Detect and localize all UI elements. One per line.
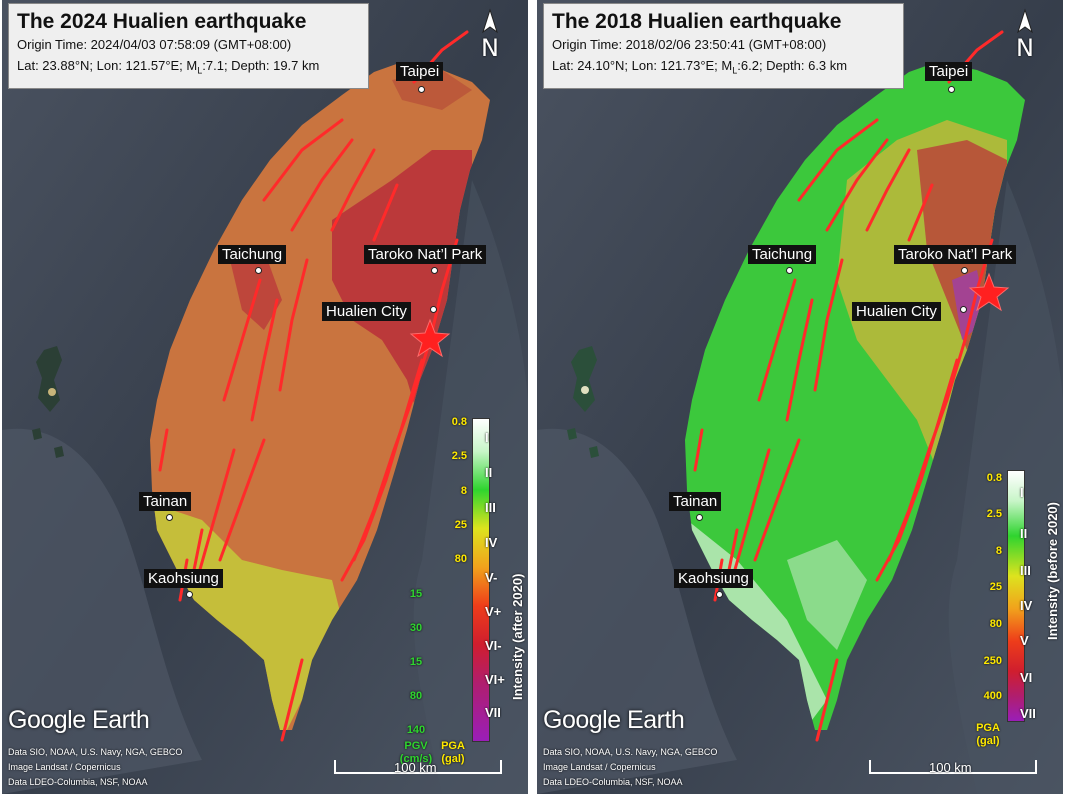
intensity-tick-1: II [1020,526,1028,541]
origin-time: Origin Time: 2018/02/06 23:50:41 (GMT+08… [552,37,827,52]
city-label-taichung: Taichung [218,245,287,264]
location-line: Lat: 23.88°N; Lon: 121.57°E; ML:7.1; Dep… [17,58,320,76]
panel-title: The 2018 Hualien earthquake [552,10,842,33]
pga-tick-1: 2.5 [451,450,467,462]
pga-tick-3: 25 [454,519,467,531]
pgv-unit: PGV (cm/s) [399,740,433,765]
data-credits: Data SIO, NOAA, U.S. Navy, NGA, GEBCO Im… [543,747,718,787]
city-marker-hualien [430,306,437,313]
google-earth-logo: Google Earth [543,706,685,734]
intensity-tick-2: III [1020,563,1031,578]
city-label-tainan: Tainan [139,492,192,511]
panel-title: The 2024 Hualien earthquake [17,10,307,33]
city-marker-tainan [696,514,703,521]
city-marker-kaohsiung [716,591,723,598]
penghu-islands [567,346,599,458]
intensity-tick-7: VI+ [485,672,505,687]
pga-tick-0: 0.8 [451,416,467,428]
map-2024 [2,0,528,794]
city-label-taroko: Taroko Nat’l Park [894,245,1017,264]
pga-tick-2: 8 [460,485,467,497]
intensity-tick-1: II [485,465,493,480]
city-marker-tainan [166,514,173,521]
north-arrow-icon [482,8,498,34]
intensity-tick-2: III [485,500,496,515]
epicenter-star [409,318,451,358]
map-2018 [537,0,1063,794]
city-marker-taichung [255,267,262,274]
north-label: N [481,34,499,62]
intensity-colorbar [472,418,490,742]
intensity-tick-5: V+ [485,604,502,619]
scale-label: 100 km [394,760,437,775]
epicenter-star [968,272,1010,312]
pga-tick-2: 8 [995,545,1002,557]
pga-tick-5: 250 [983,655,1002,667]
pga-tick-4: 80 [454,553,467,565]
pga-unit: PGA (gal) [441,740,465,765]
pgv-tick-4: 140 [406,724,426,736]
city-marker-hualien [960,306,967,313]
pga-tick-6: 400 [983,690,1002,702]
pga-tick-4: 80 [989,618,1002,630]
north-arrow: N [470,8,510,64]
intensity-tick-3: IV [485,535,498,550]
pga-unit: PGA (gal) [976,722,1000,747]
intensity-tick-8: VII [485,705,501,720]
city-label-taroko: Taroko Nat’l Park [364,245,487,264]
pga-tick-1: 2.5 [986,508,1002,520]
city-marker-kaohsiung [186,591,193,598]
city-marker-taroko [431,267,438,274]
city-label-taichung: Taichung [748,245,817,264]
city-label-taipei: Taipei [396,62,444,81]
city-label-kaohsiung: Kaohsiung [144,569,223,588]
scale-label: 100 km [929,760,972,775]
intensity-tick-5: VI [1020,670,1033,685]
data-credits: Data SIO, NOAA, U.S. Navy, NGA, GEBCO Im… [8,747,183,787]
pgv-tick-3: 80 [409,690,423,702]
scale-bar [334,760,502,774]
map-panel-2018: The 2018 Hualien earthquake Origin Time:… [537,0,1063,794]
scale-bar [869,760,1037,774]
pgv-tick-0: 15 [409,588,423,600]
intensity-tick-6: VII [1020,706,1036,721]
fault-lines [158,30,469,742]
city-label-hualien: Hualien City [322,302,411,321]
colorbar-title: Intensity (before 2020) [1045,502,1060,640]
intensity-tick-3: IV [1020,598,1033,613]
city-label-kaohsiung: Kaohsiung [674,569,753,588]
city-label-tainan: Tainan [669,492,722,511]
intensity-tick-0: I [1020,485,1024,500]
info-box: The 2024 Hualien earthquake Origin Time:… [8,3,369,89]
pga-tick-0: 0.8 [986,472,1002,484]
north-arrow: N [1005,8,1045,64]
intensity-tick-0: I [485,430,489,445]
fault-lines [693,30,1004,742]
city-marker-taipei [948,86,955,93]
intensity-tick-4: V [1020,633,1029,648]
location-line: Lat: 24.10°N; Lon: 121.73°E; ML:6.2; Dep… [552,58,848,76]
city-marker-taipei [418,86,425,93]
penghu-islands [32,346,64,458]
pgv-tick-2: 15 [409,656,423,668]
city-label-hualien: Hualien City [852,302,941,321]
intensity-tick-6: VI- [485,638,502,653]
pgv-tick-1: 30 [409,622,423,634]
pga-tick-3: 25 [989,581,1002,593]
colorbar-title: Intensity (after 2020) [510,573,525,700]
map-panel-2024: The 2024 Hualien earthquake Origin Time:… [2,0,528,794]
north-label: N [1016,34,1034,62]
north-arrow-icon [1017,8,1033,34]
intensity-colorbar [1007,470,1025,722]
google-earth-logo: Google Earth [8,706,150,734]
info-box: The 2018 Hualien earthquake Origin Time:… [543,3,904,89]
intensity-tick-4: V- [485,570,498,585]
city-marker-taroko [961,267,968,274]
origin-time: Origin Time: 2024/04/03 07:58:09 (GMT+08… [17,37,292,52]
city-marker-taichung [786,267,793,274]
intensity-region-low [150,500,342,730]
city-label-taipei: Taipei [925,62,973,81]
